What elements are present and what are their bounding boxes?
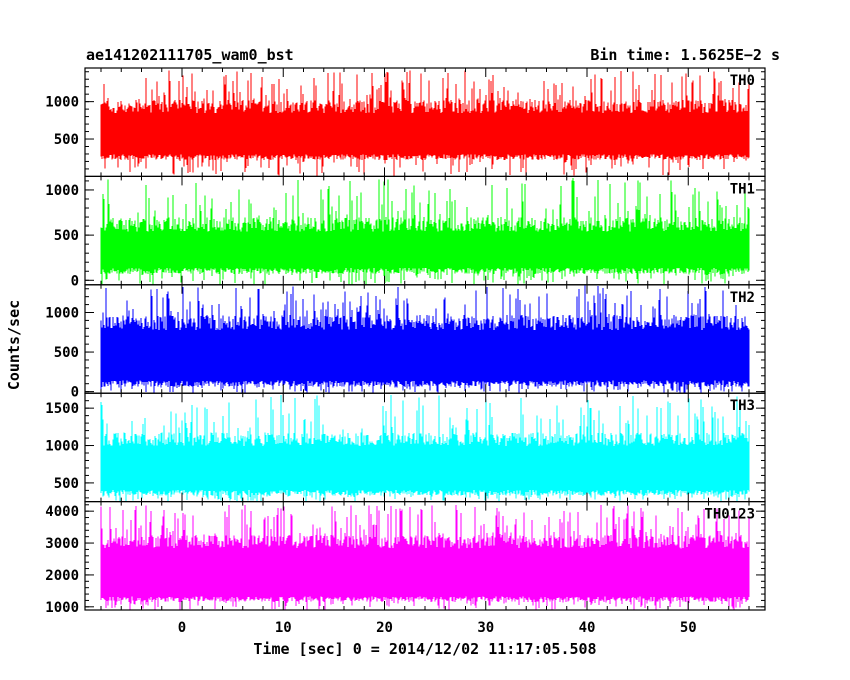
y-tick-label: 500 [54, 228, 79, 244]
series-th0-curve [100, 70, 750, 176]
y-tick-label: 0 [71, 385, 79, 401]
y-tick-label: 500 [54, 132, 79, 148]
y-tick-label: 1000 [45, 600, 79, 616]
series-th1-curve [100, 178, 750, 285]
y-tick-label: 1000 [45, 95, 79, 111]
series-label-th2: TH2 [730, 290, 755, 306]
panel-th0123: 1000 2000 3000 4000 TH0123 [45, 501, 766, 616]
y-tick-label: 1000 [45, 183, 79, 199]
x-axis-label: Time [sec] 0 = 2014/12/02 11:17:05.508 [253, 640, 596, 658]
panel-th1: 0 500 1000 TH1 [45, 175, 766, 289]
series-th3-curve [100, 395, 750, 502]
series-label-th0123: TH0123 [704, 507, 755, 523]
series-label-th0: TH0 [730, 73, 755, 89]
series-label-th3: TH3 [730, 398, 755, 414]
x-tick-label: 30 [477, 620, 494, 636]
y-tick-label: 1500 [45, 401, 79, 417]
chart-title-right: Bin time: 1.5625E−2 s [590, 46, 780, 64]
series-label-th1: TH1 [730, 181, 755, 197]
y-tick-label: 3000 [45, 536, 79, 552]
x-tick-label: 40 [579, 620, 596, 636]
y-tick-label: 1000 [45, 439, 79, 455]
panel-th2: 0 500 1000 TH2 [45, 284, 766, 401]
y-tick-label: 500 [54, 476, 79, 492]
y-axis-label: Counts/sec [5, 300, 23, 390]
x-tick-label: 20 [376, 620, 393, 636]
series-th2-curve [100, 285, 750, 394]
y-tick-label: 4000 [45, 504, 79, 520]
panel-th0: 500 1000 TH0 [45, 67, 766, 178]
y-tick-label: 1000 [45, 305, 79, 321]
chart-title-left: ae141202111705_wam0_bst [86, 46, 294, 64]
x-tick-label: 50 [680, 620, 697, 636]
x-tick-label: 0 [178, 620, 186, 636]
y-tick-label: 2000 [45, 568, 79, 584]
y-tick-label: 0 [71, 273, 79, 289]
y-tick-label: 500 [54, 345, 79, 361]
series-th0123-curve [100, 504, 750, 610]
x-tick-label: 10 [275, 620, 292, 636]
panel-th3: 500 1000 1500 TH3 [45, 392, 766, 503]
